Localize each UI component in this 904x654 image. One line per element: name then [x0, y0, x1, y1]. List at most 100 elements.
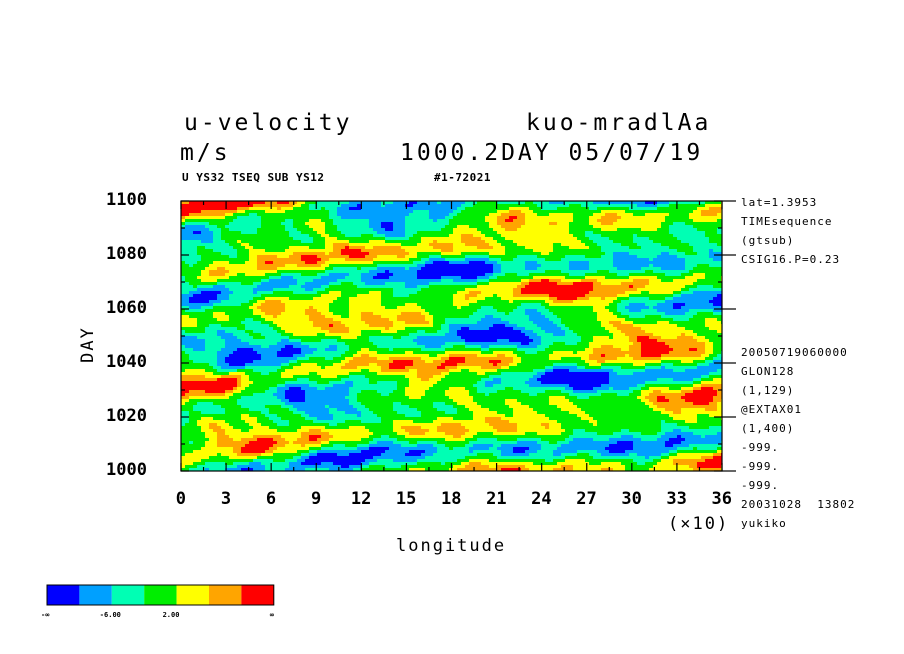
- heatmap-cell: [197, 249, 201, 252]
- heatmap-cell: [285, 240, 289, 243]
- heatmap-cell: [529, 210, 533, 213]
- heatmap-cell: [317, 249, 321, 252]
- heatmap-cell: [405, 294, 409, 297]
- heatmap-cell: [617, 291, 621, 294]
- heatmap-cell: [481, 285, 485, 288]
- heatmap-cell: [625, 228, 629, 231]
- heatmap-cell: [521, 267, 525, 270]
- heatmap-cell: [333, 222, 337, 225]
- heatmap-cell: [709, 228, 713, 231]
- heatmap-cell: [325, 261, 329, 264]
- heatmap-cell: [429, 210, 433, 213]
- heatmap-cell: [249, 276, 253, 279]
- heatmap-cell: [705, 291, 709, 294]
- heatmap-cell: [433, 222, 437, 225]
- heatmap-cell: [249, 309, 253, 312]
- heatmap-cell: [257, 219, 261, 222]
- heatmap-cell: [473, 255, 477, 258]
- heatmap-cell: [589, 243, 593, 246]
- heatmap-cell: [665, 204, 669, 207]
- heatmap-cell: [345, 291, 349, 294]
- heatmap-cell: [349, 306, 353, 309]
- heatmap-cell: [685, 213, 689, 216]
- heatmap-cell: [293, 255, 297, 258]
- heatmap-cell: [433, 252, 437, 255]
- heatmap-cell: [617, 207, 621, 210]
- heatmap-cell: [485, 225, 489, 228]
- heatmap-cell: [229, 231, 233, 234]
- heatmap-cell: [233, 255, 237, 258]
- heatmap-cell: [425, 294, 429, 297]
- heatmap-cell: [453, 240, 457, 243]
- heatmap-cell: [537, 288, 541, 291]
- heatmap-cell: [197, 237, 201, 240]
- heatmap-cell: [345, 240, 349, 243]
- heatmap-cell: [441, 270, 445, 273]
- heatmap-cell: [397, 282, 401, 285]
- heatmap-cell: [569, 231, 573, 234]
- heatmap-cell: [581, 288, 585, 291]
- heatmap-cell: [361, 291, 365, 294]
- heatmap-cell: [533, 258, 537, 261]
- heatmap-cell: [453, 213, 457, 216]
- heatmap-cell: [701, 258, 705, 261]
- heatmap-cell: [373, 237, 377, 240]
- heatmap-cell: [313, 258, 317, 261]
- heatmap-cell: [533, 228, 537, 231]
- heatmap-cell: [533, 309, 537, 312]
- heatmap-cell: [329, 231, 333, 234]
- heatmap-cell: [225, 288, 229, 291]
- heatmap-cell: [461, 249, 465, 252]
- heatmap-cell: [637, 270, 641, 273]
- heatmap-cell: [341, 273, 345, 276]
- heatmap-cell: [673, 282, 677, 285]
- heatmap-cell: [201, 276, 205, 279]
- heatmap-cell: [245, 252, 249, 255]
- heatmap-cell: [333, 294, 337, 297]
- heatmap-cell: [193, 300, 197, 303]
- heatmap-cell: [429, 309, 433, 312]
- heatmap-cell: [469, 252, 473, 255]
- heatmap-cell: [457, 231, 461, 234]
- heatmap-cell: [353, 204, 357, 207]
- heatmap-cell: [277, 240, 281, 243]
- heatmap-cell: [273, 219, 277, 222]
- heatmap-cell: [401, 210, 405, 213]
- heatmap-cell: [573, 240, 577, 243]
- heatmap-cell: [437, 297, 441, 300]
- heatmap-cell: [621, 267, 625, 270]
- heatmap-cell: [577, 261, 581, 264]
- heatmap-cell: [477, 294, 481, 297]
- heatmap-cell: [573, 225, 577, 228]
- heatmap-cell: [497, 255, 501, 258]
- heatmap-cell: [373, 300, 377, 303]
- heatmap-cell: [457, 201, 461, 204]
- heatmap-cell: [605, 216, 609, 219]
- heatmap-cell: [501, 204, 505, 207]
- heatmap-cell: [505, 294, 509, 297]
- heatmap-cell: [381, 225, 385, 228]
- heatmap-cell: [461, 210, 465, 213]
- heatmap-cell: [229, 258, 233, 261]
- heatmap-cell: [497, 306, 501, 309]
- heatmap-cell: [261, 252, 265, 255]
- heatmap-cell: [573, 273, 577, 276]
- heatmap-cell: [181, 303, 185, 306]
- heatmap-cell: [437, 270, 441, 273]
- heatmap-cell: [689, 255, 693, 258]
- heatmap-cell: [525, 201, 529, 204]
- heatmap-cell: [473, 204, 477, 207]
- heatmap-cell: [577, 267, 581, 270]
- heatmap-cell: [625, 255, 629, 258]
- heatmap-cell: [277, 207, 281, 210]
- heatmap-cell: [673, 258, 677, 261]
- heatmap-cell: [557, 246, 561, 249]
- heatmap-cell: [521, 207, 525, 210]
- heatmap-cell: [517, 240, 521, 243]
- heatmap-cell: [437, 303, 441, 306]
- heatmap-cell: [229, 219, 233, 222]
- heatmap-cell: [657, 264, 661, 267]
- heatmap-cell: [573, 303, 577, 306]
- heatmap-cell: [365, 231, 369, 234]
- heatmap-cell: [225, 216, 229, 219]
